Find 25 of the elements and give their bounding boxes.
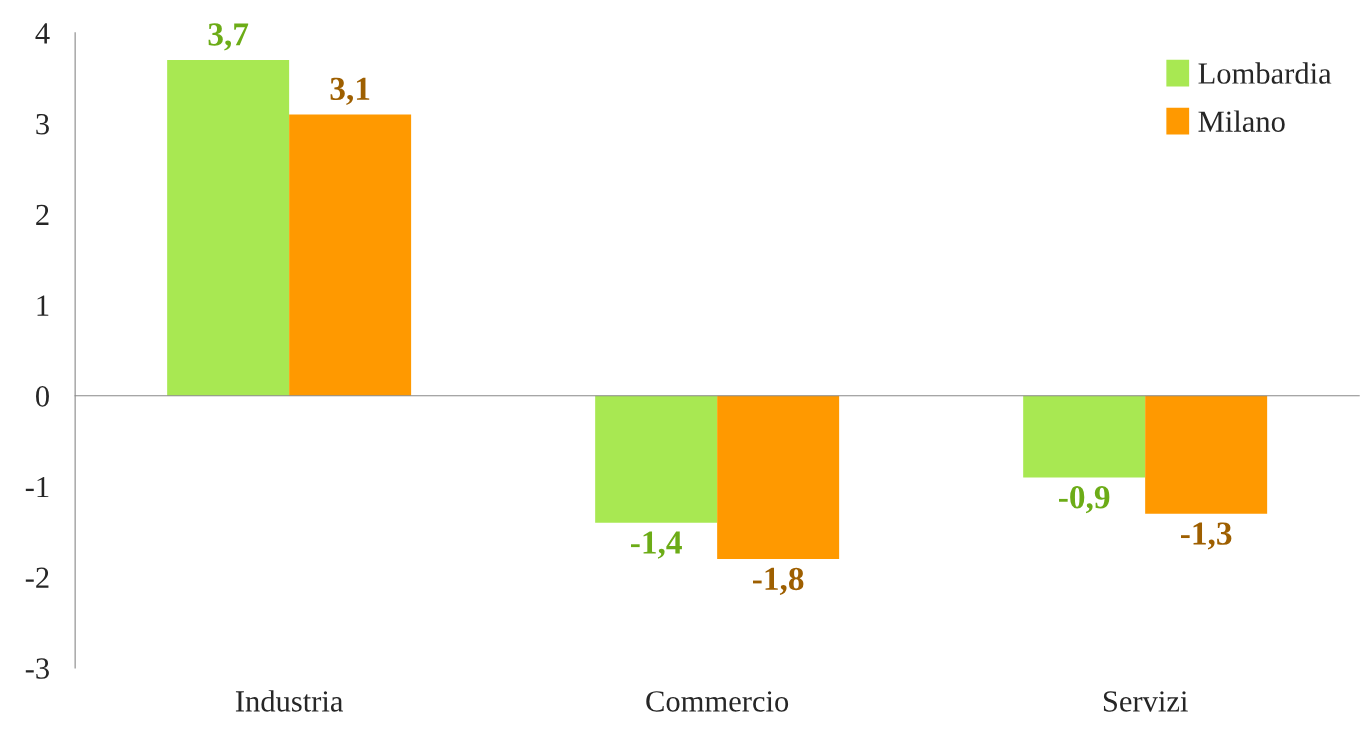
x-tick-label: Servizi [1103,691,1188,712]
data-label: 3,7 [208,23,249,51]
legend-label: Milano [1198,110,1285,132]
bar [289,114,412,396]
bar [1023,395,1146,478]
y-tick-label: 4 [35,23,50,44]
x-tick-label: Commercio [646,691,789,712]
y-tick-label: -1 [25,476,49,498]
bar [717,395,840,560]
data-label: 3,1 [330,77,370,105]
bar [167,60,290,396]
y-tick-label: -2 [25,567,49,588]
y-tick-label: 3 [36,113,49,135]
data-label: -0,9 [1059,486,1110,514]
x-tick-label: Industria [235,690,344,712]
legend-label: Lombardia [1198,62,1332,84]
bar [1145,395,1268,514]
data-label: -1,8 [752,567,804,595]
data-label: -1,3 [1180,522,1232,550]
y-tick-label: 0 [36,386,49,407]
y-tick-label: -3 [25,658,49,679]
bar [595,395,718,523]
y-tick-label: 1 [37,295,49,316]
data-label: -1,4 [630,531,682,559]
y-tick-label: 2 [36,204,49,225]
